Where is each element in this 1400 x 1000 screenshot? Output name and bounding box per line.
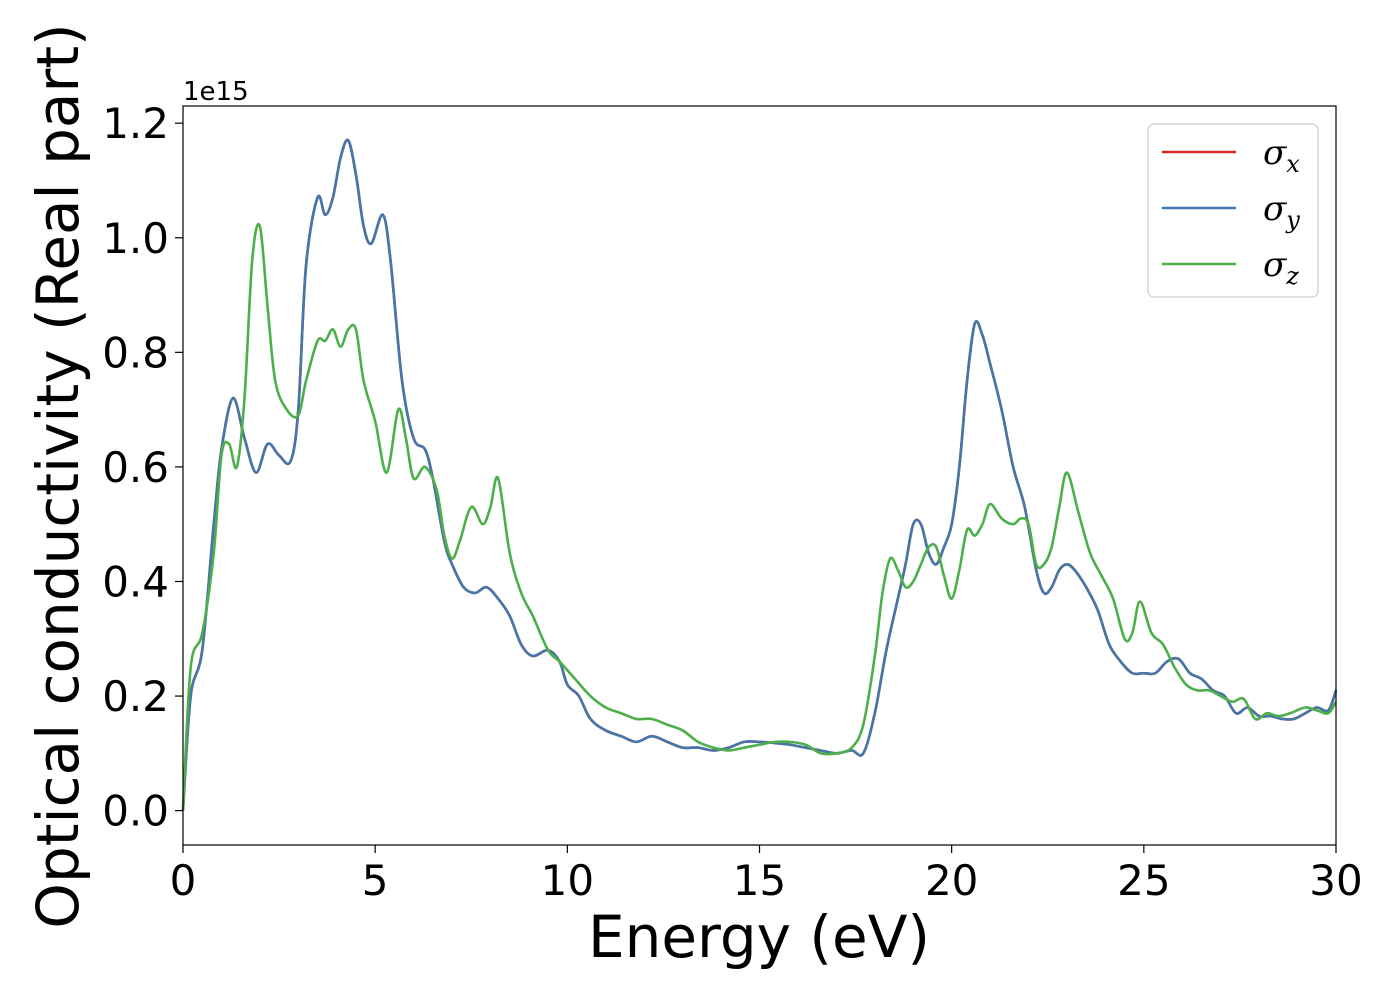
y-offset-text: 1e15 (183, 77, 249, 107)
series-line-z (181, 223, 1338, 811)
x-tick-label: 20 (925, 856, 978, 905)
y-tick-label: 0.4 (102, 557, 169, 606)
y-tick-label: 1.0 (102, 214, 169, 263)
x-axis-label: Energy (eV) (588, 903, 930, 971)
y-axis-label: Optical conductivity (Real part) (24, 23, 92, 928)
legend-label: σx (1263, 133, 1300, 178)
legend-entry-z: σz (1162, 245, 1299, 290)
y-tick-label: 0.2 (102, 672, 169, 721)
y-tick-label: 0.8 (102, 328, 169, 377)
legend-entry-x: σx (1162, 133, 1300, 178)
legend-label: σz (1263, 245, 1299, 290)
series-layer (181, 138, 1338, 811)
x-tick-label: 15 (733, 856, 786, 905)
x-axis-ticks: 0 5 10 15 20 25 30 (170, 845, 1363, 905)
x-tick-label: 5 (362, 856, 389, 905)
y-tick-label: 1.2 (102, 99, 169, 148)
y-tick-label: 0.6 (102, 443, 169, 492)
legend-entry-y: σy (1162, 189, 1300, 234)
plot-area-background (183, 106, 1336, 845)
x-tick-label: 0 (170, 856, 197, 905)
legend: σx σy σz (1147, 123, 1319, 298)
y-axis-ticks: 0.0 0.2 0.4 0.6 0.8 1.0 1.2 (102, 99, 183, 836)
y-tick-label: 0.0 (102, 787, 169, 836)
legend-label: σy (1263, 189, 1300, 234)
x-tick-label: 30 (1309, 856, 1362, 905)
x-tick-label: 10 (541, 856, 594, 905)
legend-box (1147, 123, 1319, 298)
x-tick-label: 25 (1117, 856, 1170, 905)
